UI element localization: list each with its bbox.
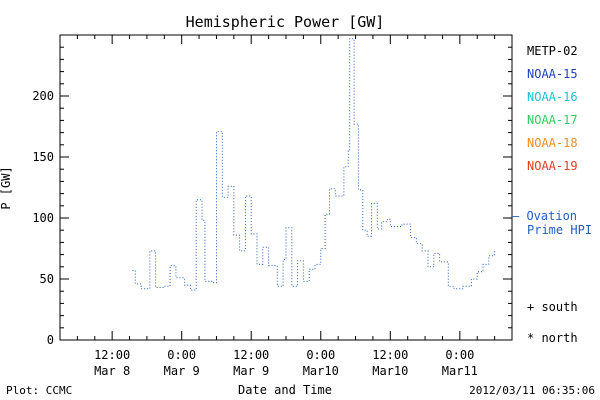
plot-credit: Plot: CCMC — [6, 384, 72, 397]
x-tick-label: Mar10 — [372, 364, 408, 378]
x-tick-label: 12:00 — [372, 348, 408, 362]
x-tick-label: Mar11 — [442, 364, 478, 378]
legend-noaa-16: NOAA-16 — [527, 90, 578, 104]
legend-ovation-line1: — Ovation — [512, 209, 577, 223]
timestamp: 2012/03/11 06:35:06 — [469, 384, 595, 397]
legend-metp-02: METP-02 — [527, 44, 578, 58]
chart-title: Hemispheric Power [GW] — [186, 13, 385, 31]
plot-frame — [59, 34, 513, 341]
y-axis: 0 50 100 150 200 — [32, 34, 512, 347]
legend: METP-02 NOAA-15 NOAA-16 NOAA-17 NOAA-18 … — [512, 44, 592, 345]
hpi-series-line — [132, 38, 496, 291]
x-tick-label: 12:00 — [94, 348, 130, 362]
x-tick-label: 12:00 — [233, 348, 269, 362]
y-axis-label: P [GW] — [0, 166, 13, 209]
legend-south-marker: + south — [527, 300, 578, 314]
legend-ovation-line2: Prime HPI — [527, 223, 592, 237]
x-tick-label: Mar 8 — [94, 364, 130, 378]
y-tick-label: 100 — [32, 211, 54, 225]
y-tick-label: 150 — [32, 150, 54, 164]
legend-noaa-15: NOAA-15 — [527, 67, 578, 81]
x-tick-label: 0:00 — [306, 348, 335, 362]
y-tick-label: 200 — [32, 89, 54, 103]
y-tick-label: 50 — [40, 272, 54, 286]
x-tick-label: Mar 9 — [164, 364, 200, 378]
legend-north-marker: * north — [527, 331, 578, 345]
x-tick-label: 0:00 — [167, 348, 196, 362]
x-tick-label: 0:00 — [445, 348, 474, 362]
legend-noaa-18: NOAA-18 — [527, 136, 578, 150]
legend-noaa-19: NOAA-19 — [527, 159, 578, 173]
x-axis-label: Date and Time — [238, 383, 332, 397]
y-tick-label: 0 — [47, 333, 54, 347]
x-tick-label: Mar10 — [303, 364, 339, 378]
x-axis: 12:00 Mar 8 0:00 Mar 9 12:00 Mar 9 0:00 Mar10 12… — [59, 35, 513, 378]
x-tick-label: Mar 9 — [233, 364, 269, 378]
legend-noaa-17: NOAA-17 — [527, 113, 578, 127]
